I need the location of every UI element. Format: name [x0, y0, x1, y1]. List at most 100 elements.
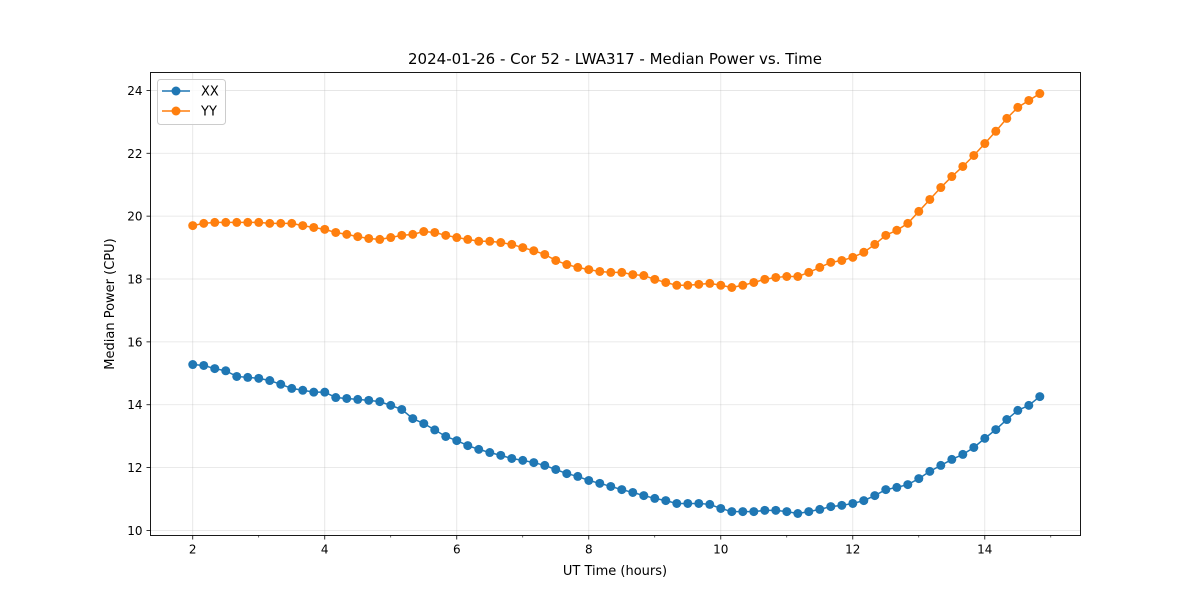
- series-yy-point: [485, 236, 495, 246]
- series-yy-point: [1002, 113, 1012, 123]
- series-yy-point: [529, 246, 539, 256]
- series-yy-point: [947, 172, 957, 182]
- series-xx-point: [936, 460, 946, 470]
- series-yy-point: [221, 217, 231, 227]
- series-yy-point: [540, 249, 550, 259]
- series-yy-point: [243, 217, 253, 227]
- series-xx-point: [353, 394, 363, 404]
- series-layer: [188, 89, 1045, 518]
- series-yy-point: [760, 274, 770, 284]
- series-yy-point: [320, 224, 330, 234]
- series-xx-point: [199, 360, 209, 370]
- series-yy-point: [1024, 95, 1034, 105]
- series-xx-point: [320, 387, 330, 397]
- series-xx-line: [192, 363, 1041, 515]
- series-xx-point: [584, 475, 594, 485]
- plot-frame: [150, 72, 1081, 536]
- y-tick-label: 14: [127, 398, 142, 412]
- series-xx-point: [375, 397, 385, 407]
- series-yy-point: [870, 239, 880, 249]
- series-yy-point: [1035, 89, 1045, 99]
- series-yy-point: [694, 279, 704, 289]
- series-xx-point: [628, 487, 638, 497]
- series-xx-point: [397, 404, 407, 414]
- x-tick-label: 10: [713, 543, 728, 557]
- series-yy-point: [353, 232, 363, 242]
- series-yy-point: [408, 229, 418, 239]
- series-yy-point: [969, 150, 979, 160]
- series-yy-point: [606, 267, 616, 277]
- series-yy-point: [331, 227, 341, 237]
- series-xx-point: [232, 371, 242, 381]
- series-xx-point: [276, 379, 286, 389]
- y-tick-label: 22: [127, 147, 142, 161]
- series-yy-point: [496, 238, 506, 248]
- legend-yy-marker: [171, 106, 181, 116]
- series-xx-point: [309, 387, 319, 397]
- series-yy-point: [749, 277, 759, 287]
- series-xx-point: [1013, 405, 1023, 415]
- series-xx-point: [1002, 415, 1012, 425]
- series-yy-point: [958, 161, 968, 171]
- series-xx-point: [606, 481, 616, 491]
- series-yy-point: [914, 206, 924, 216]
- y-tick-label: 16: [127, 335, 142, 349]
- series-xx-point: [793, 508, 803, 518]
- series-xx-point: [243, 372, 253, 382]
- series-xx-point: [452, 436, 462, 446]
- series-yy-point: [430, 227, 440, 237]
- series-yy-point: [683, 280, 693, 290]
- series-xx-point: [287, 383, 297, 393]
- series-xx-point: [221, 366, 231, 376]
- legend-xx-marker: [171, 86, 181, 96]
- series-xx-point: [617, 485, 627, 495]
- series-xx-point: [914, 474, 924, 484]
- series-yy-point: [595, 266, 605, 276]
- series-yy-point: [584, 265, 594, 275]
- series-xx-point: [694, 498, 704, 508]
- series-yy-point: [881, 230, 891, 240]
- series-xx-point: [903, 480, 913, 490]
- series-yy-point: [210, 217, 220, 227]
- series-xx-point: [705, 499, 715, 509]
- series-xx-point: [386, 400, 396, 410]
- series-xx-point: [529, 458, 539, 468]
- series-yy-point: [364, 233, 374, 243]
- legend: XX YY: [157, 79, 226, 125]
- series-xx-point: [331, 393, 341, 403]
- series-yy-point: [980, 139, 990, 149]
- series-yy-point: [551, 255, 561, 265]
- series-yy-line: [192, 92, 1041, 289]
- series-xx-point: [771, 505, 781, 515]
- series-yy-point: [419, 227, 429, 237]
- series-xx-point: [210, 364, 220, 374]
- series-xx-point: [738, 507, 748, 517]
- series-xx-point: [639, 491, 649, 501]
- series-yy-point: [727, 282, 737, 292]
- series-yy-point: [991, 126, 1001, 136]
- series-xx-point: [342, 393, 352, 403]
- series-yy-point: [232, 217, 242, 227]
- series-xx-point: [727, 507, 737, 517]
- series-xx-point: [419, 419, 429, 429]
- series-yy-point: [287, 218, 297, 228]
- series-xx-point: [749, 507, 759, 517]
- series-yy-point: [518, 243, 528, 253]
- series-xx-point: [881, 485, 891, 495]
- series-yy-point: [562, 260, 572, 270]
- legend-xx-label: XX: [201, 85, 219, 100]
- series-xx-point: [672, 498, 682, 508]
- series-xx-point: [507, 453, 517, 463]
- legend-yy-label: YY: [200, 105, 217, 120]
- series-xx-point: [364, 395, 374, 405]
- series-xx-point: [848, 498, 858, 508]
- grid: [150, 72, 1081, 536]
- series-yy-point: [375, 234, 385, 244]
- series-xx-point: [595, 478, 605, 488]
- series-yy-point: [782, 271, 792, 281]
- series-yy-point: [903, 218, 913, 228]
- series-xx-point: [1035, 392, 1045, 402]
- series-yy-point: [892, 225, 902, 235]
